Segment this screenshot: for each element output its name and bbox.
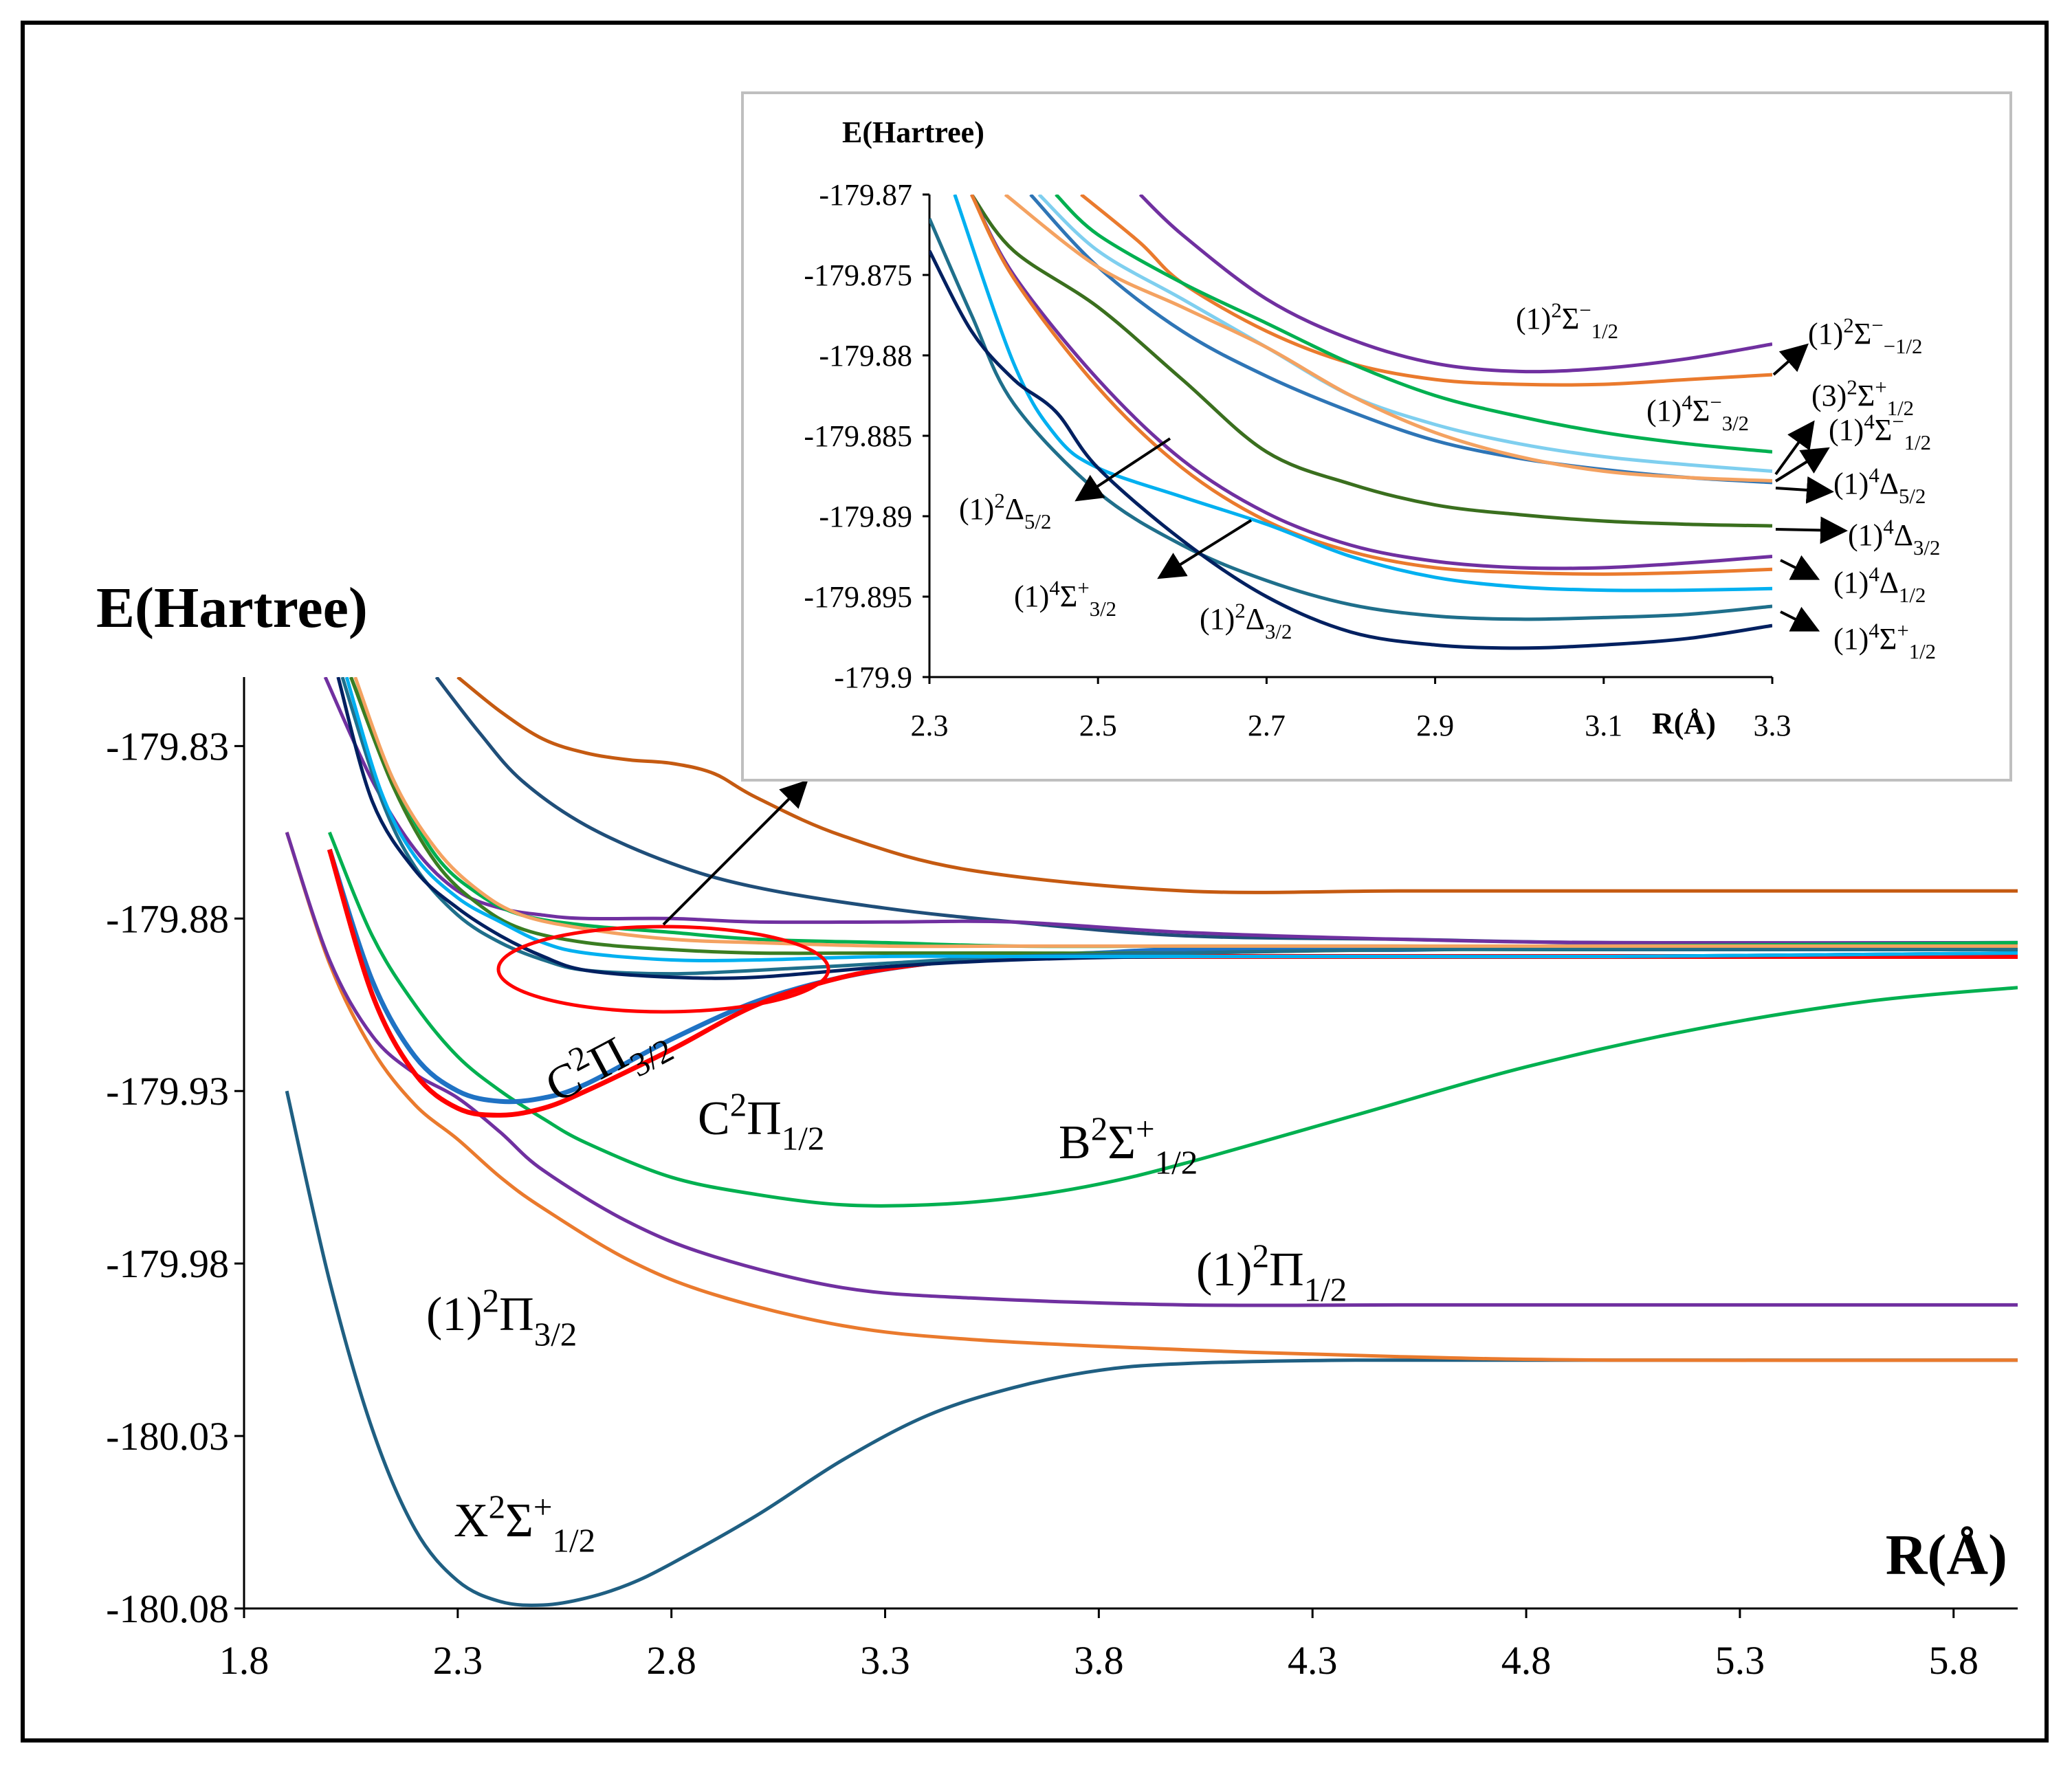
inset-state-label: (1)4Σ+3/2: [1014, 576, 1116, 621]
series-line-X2Σ+1/2: [285, 1090, 2018, 1607]
main-y-tick-label: -179.88: [106, 896, 229, 941]
main-y-tick-label: -180.03: [106, 1414, 229, 1459]
inset-state-label: (1)2Δ5/2: [959, 489, 1051, 533]
inset-series-line-(1)4Δ3/2: [970, 195, 1772, 528]
inset-series-line-(1)2Σ−−1/2: [1080, 195, 1772, 387]
inset-x-tick-label: 2.5: [1079, 709, 1117, 742]
inset-label-arrow: [1774, 447, 1830, 483]
inset-series-line-(1)2Δ5/2: [929, 250, 1772, 650]
inset-x-tick-label: 2.9: [1416, 709, 1454, 742]
inset-label-arrow: [1774, 420, 1815, 476]
inset-series-line-(1)2Δ3/2: [929, 218, 1772, 621]
series-line-band-lightblue: [344, 677, 2018, 962]
inset-x-tick-label: 2.3: [911, 709, 949, 742]
inset-series-line-(1)4Σ+1/2: [953, 195, 1772, 593]
inset-series-line-(1)4Δ1/2: [970, 195, 1772, 571]
main-y-tick-label: -179.98: [106, 1241, 229, 1286]
main-y-axis-title: E(Hartree): [96, 576, 368, 640]
inset-series-line-(1)4Σ−3/2: [1055, 195, 1772, 454]
inset-state-label: (1)4Σ+1/2: [1833, 619, 1936, 663]
series-line-B2Σ+1/2: [327, 831, 2018, 1208]
series-line-(1)2Π3/2: [285, 832, 2018, 1362]
main-y-tick-label: -179.83: [106, 724, 229, 768]
main-x-tick-label: 2.8: [646, 1638, 696, 1683]
inset-state-label: (1)4Σ−3/2: [1646, 390, 1749, 435]
state-label: (1)2Π3/2: [426, 1281, 577, 1353]
inset-x-axis-title: R(Å): [1652, 707, 1716, 740]
main-x-tick-label: 5.8: [1928, 1638, 1979, 1683]
inset-y-tick-label: -179.89: [819, 500, 912, 533]
inset-label-arrow: [1157, 519, 1253, 579]
main-x-tick-label: 3.8: [1074, 1638, 1124, 1683]
inset-series-line-(3)2Σ+1/2: [1037, 195, 1772, 473]
inset-label-arrow: [1074, 437, 1171, 502]
inset-state-label: (1)2Δ3/2: [1200, 599, 1292, 643]
inset-state-label: (1)4Σ−1/2: [1829, 410, 1931, 454]
main-x-tick-label: 4.8: [1501, 1638, 1552, 1683]
inset-label-arrow: [1772, 343, 1809, 376]
inset-series-line-(1)4Δ5/2: [1004, 195, 1772, 483]
inset-state-label: (1)2Σ−1/2: [1516, 298, 1618, 343]
state-label: C2Π1/2: [698, 1085, 824, 1157]
main-x-tick-label: 1.8: [219, 1638, 269, 1683]
main-y-tick-label: -179.93: [106, 1069, 229, 1114]
zoom-arrow: [662, 779, 808, 926]
inset-state-label: (1)4Δ3/2: [1848, 515, 1940, 560]
inset-y-tick-label: -179.875: [804, 258, 912, 292]
inset-y-tick-label: -179.885: [804, 419, 912, 453]
inset-state-label: (1)4Δ1/2: [1833, 562, 1926, 607]
inset-y-axis-title: E(Hartree): [842, 115, 984, 149]
inset-y-tick-label: -179.895: [804, 580, 912, 614]
inset-y-tick-label: -179.88: [819, 339, 912, 373]
inset-state-label: (1)4Δ5/2: [1833, 463, 1926, 508]
inset-label-arrow: [1780, 606, 1820, 632]
inset-series-line-(1)4Δ1/2-b: [970, 195, 1772, 576]
series-line-band-purple: [323, 677, 2018, 945]
inset-state-label: (3)2Σ+1/2: [1811, 375, 1914, 420]
main-x-axis-title: R(Å): [1886, 1523, 2007, 1587]
series-line-(1)2Π1/2: [285, 832, 2018, 1307]
main-x-tick-label: 5.3: [1715, 1638, 1765, 1683]
series-line-upper1: [456, 677, 2018, 894]
inset-series-line-(1)2Σ−1/2: [1138, 195, 1772, 374]
inset-x-tick-label: 3.1: [1585, 709, 1622, 742]
zoom-region-ellipse: [496, 925, 830, 1014]
inset-label-arrow: [1775, 476, 1834, 504]
series-line-band-orange: [353, 677, 2018, 949]
inset-x-tick-label: 3.3: [1754, 709, 1792, 742]
inset-label-arrow: [1775, 516, 1848, 544]
state-label: (1)2Π1/2: [1196, 1237, 1347, 1308]
series-line-band-teal: [340, 677, 2018, 976]
main-x-tick-label: 2.3: [433, 1638, 483, 1683]
main-plot: 1.8 2.3 2.8 3.3 3.8 4.3 4.8 5.3 5.8 -179.83 -179.8…: [96, 576, 2018, 1683]
main-x-tick-label: 3.3: [860, 1638, 910, 1683]
inset-curves: [929, 195, 1772, 650]
inset-y-tick-label: -179.9: [834, 661, 912, 694]
main-x-tick-label: 4.3: [1288, 1638, 1338, 1683]
figure-frame: [21, 21, 2049, 1743]
inset-plot: 2.3 2.5 2.7 2.9 3.1 3.3 -179.87 -179.875 -179.88…: [741, 91, 2012, 782]
inset-x-tick-label: 2.7: [1248, 709, 1286, 742]
inset-state-label: (1)2Σ−−1/2: [1808, 313, 1922, 358]
inset-y-tick-label: -179.87: [819, 178, 912, 212]
main-curves: [285, 677, 2018, 1607]
main-y-tick-label: -180.08: [106, 1586, 229, 1631]
state-label: X2Σ+1/2: [454, 1487, 595, 1559]
inset-label-arrow: [1780, 555, 1820, 580]
state-label: B2Σ+1/2: [1059, 1109, 1198, 1181]
